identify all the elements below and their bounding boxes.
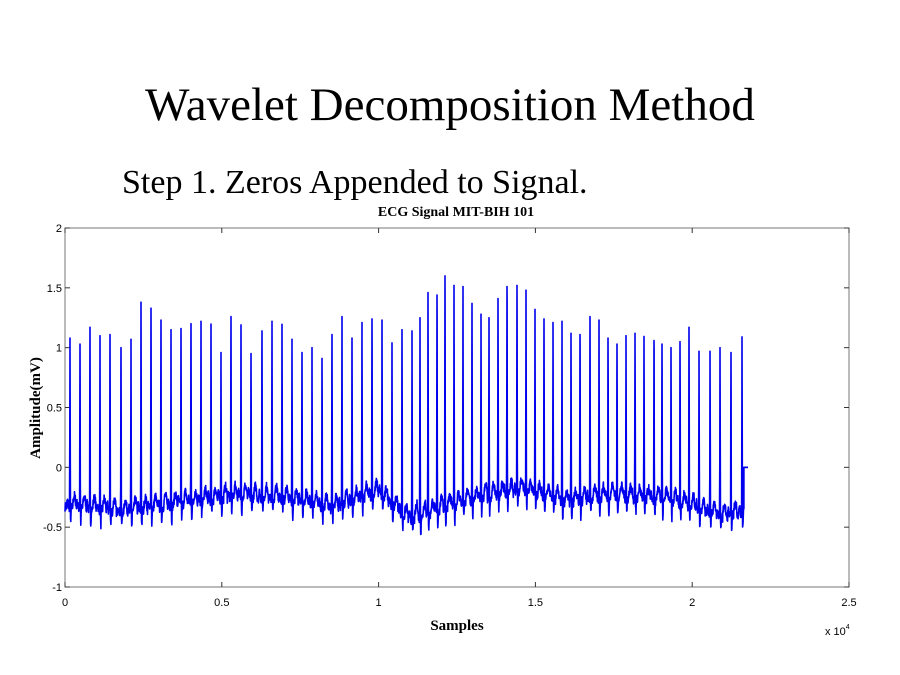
r-peak-point xyxy=(561,320,563,322)
r-peak-point xyxy=(311,347,313,349)
r-peak-point xyxy=(506,286,508,288)
r-peak-point xyxy=(497,298,499,300)
r-peak-point xyxy=(480,313,482,315)
r-peak-point xyxy=(371,318,373,320)
x-axis-label: Samples xyxy=(430,618,484,634)
r-peak-point xyxy=(200,320,202,322)
r-peak-point xyxy=(419,317,421,319)
r-peak-point xyxy=(616,343,618,345)
y-tick-label: 2 xyxy=(56,223,62,235)
r-peak-point xyxy=(120,347,122,349)
r-peak-point xyxy=(719,347,721,349)
y-tick-label: 1.5 xyxy=(47,283,62,295)
r-peak-point xyxy=(381,319,383,321)
r-peak-point xyxy=(488,317,490,319)
r-peak-point xyxy=(109,333,111,336)
r-peak-point xyxy=(534,308,536,310)
r-peak-point xyxy=(89,326,91,328)
r-peak-point xyxy=(670,347,672,349)
r-peak-point xyxy=(741,336,743,338)
y-tick-label: -1 xyxy=(52,582,62,594)
r-peak-point xyxy=(589,315,591,318)
r-peak-point xyxy=(79,343,81,345)
r-peak-point xyxy=(570,332,572,334)
slide-subtitle: Step 1. Zeros Appended to Signal. xyxy=(122,164,588,201)
r-peak-point xyxy=(250,353,252,355)
r-peak-point xyxy=(140,301,142,303)
x-tick-label: 0.5 xyxy=(214,597,229,609)
ecg-signal-line xyxy=(64,275,748,536)
y-tick-label: 0.5 xyxy=(47,403,62,415)
r-peak-point xyxy=(453,284,455,287)
r-peak-point xyxy=(653,339,655,342)
r-peak-point xyxy=(321,357,323,360)
r-peak-point xyxy=(543,318,545,320)
r-peak-point xyxy=(709,350,711,352)
r-peak-point xyxy=(607,337,609,339)
x-tick-label: 0 xyxy=(62,597,68,609)
r-peak-point xyxy=(391,342,393,344)
r-peak-point xyxy=(271,320,273,322)
slide-title: Wavelet Decomposition Method xyxy=(145,79,755,131)
r-peak-point xyxy=(180,327,182,330)
r-peak-point xyxy=(361,321,363,324)
r-peak-point xyxy=(220,351,222,354)
r-peak-point xyxy=(698,350,700,352)
r-peak-point xyxy=(625,335,627,337)
r-peak-point xyxy=(160,319,162,321)
r-peak-point xyxy=(301,351,303,354)
r-peak-point xyxy=(634,332,636,334)
x-multiplier: x 104 xyxy=(825,624,850,638)
r-peak-point xyxy=(516,284,518,287)
r-peak-point xyxy=(552,321,554,324)
x-tick-label: 1 xyxy=(376,597,382,609)
r-peak-point xyxy=(444,275,446,277)
r-peak-point xyxy=(730,351,732,354)
r-peak-point xyxy=(471,302,473,304)
r-peak-point xyxy=(351,337,353,339)
r-peak-point xyxy=(261,330,263,332)
x-tick-label: 2.5 xyxy=(841,597,856,609)
r-peak-point xyxy=(170,329,172,331)
r-peak-point xyxy=(401,329,403,331)
chart-title: ECG Signal MIT-BIH 101 xyxy=(378,205,534,220)
r-peak-point xyxy=(291,338,293,340)
r-peak-point xyxy=(643,339,645,342)
r-peak-point xyxy=(281,324,283,326)
r-peak-point xyxy=(462,286,464,288)
r-peak-point xyxy=(210,327,212,330)
r-peak-point xyxy=(99,335,101,337)
r-peak-point xyxy=(130,338,132,340)
r-peak-point xyxy=(661,343,663,345)
x-tick-label: 2 xyxy=(689,597,695,609)
r-peak-point xyxy=(240,324,242,326)
y-tick-label: 1 xyxy=(56,343,62,355)
y-axis-label: Amplitude(mV) xyxy=(28,357,44,459)
r-peak-point xyxy=(150,307,152,309)
r-peak-point xyxy=(411,330,413,332)
y-tick-label: 0 xyxy=(56,462,62,474)
r-peak-point xyxy=(436,294,438,296)
r-peak-point xyxy=(679,341,681,343)
r-peak-point xyxy=(341,315,343,318)
r-peak-point xyxy=(331,333,333,336)
r-peak-point xyxy=(190,323,192,325)
y-tick-label: -0.5 xyxy=(43,522,62,534)
r-peak-point xyxy=(688,326,690,328)
r-peak-point xyxy=(427,292,429,294)
r-peak-point xyxy=(69,337,71,339)
r-peak-point xyxy=(230,315,232,318)
r-peak-point xyxy=(579,333,581,336)
x-tick-label: 1.5 xyxy=(528,597,543,609)
r-peak-point xyxy=(598,319,600,321)
r-peak-point xyxy=(525,289,527,291)
